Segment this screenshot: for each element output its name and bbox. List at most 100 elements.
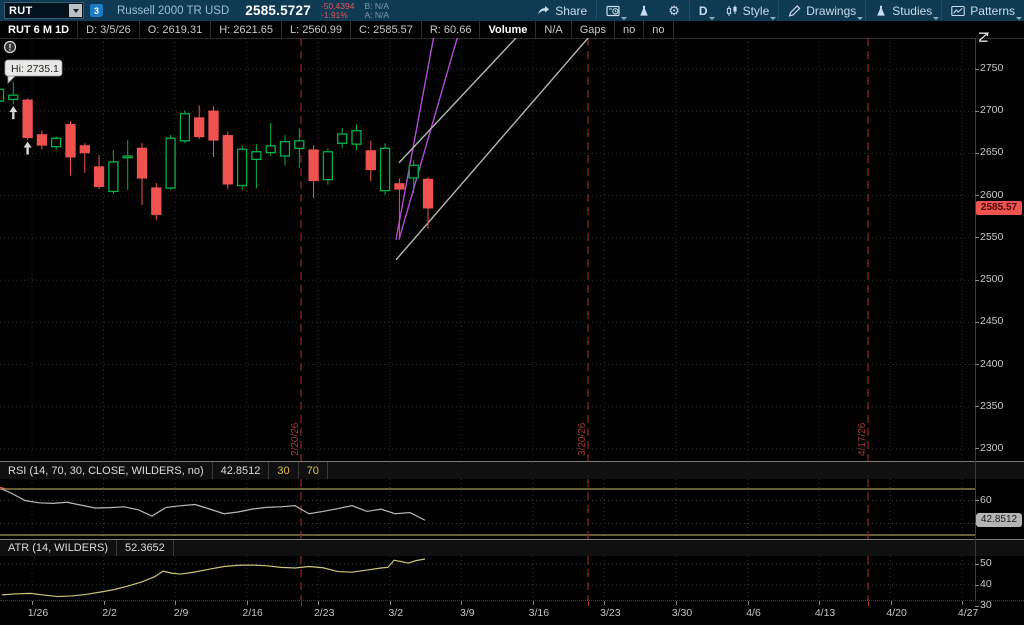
share-icon — [537, 5, 550, 16]
main-price-chart[interactable]: 2/20/26 3/20/26 4/17/26! Hi: 2735.1 — [0, 38, 1024, 461]
up-arrow-marker — [12, 112, 15, 120]
pencil-icon — [788, 4, 801, 17]
candle-body — [0, 88, 5, 102]
share-button[interactable]: Share — [528, 0, 596, 21]
price-axis-tick — [975, 195, 979, 197]
atr-axis-tick — [975, 563, 979, 565]
price-axis-label: 2700 — [980, 104, 1004, 117]
time-axis-label: 3/30 — [671, 607, 693, 619]
pane-splitter[interactable] — [0, 539, 1024, 540]
time-axis-tick — [246, 601, 248, 605]
rsi-axis-tick — [975, 500, 979, 501]
dropdown-caret — [933, 17, 940, 20]
price-axis-tick — [975, 110, 979, 112]
alert-icon — [3, 40, 17, 54]
candle-body — [122, 155, 133, 159]
time-axis-tick — [819, 601, 821, 605]
atr-study-header[interactable]: ATR (14, WILDERS) 52.3652 — [0, 540, 1024, 556]
time-axis-label: 4/27 — [957, 607, 979, 619]
patterns-button[interactable]: Patterns — [941, 0, 1024, 21]
price-axis-tick — [975, 364, 979, 366]
candle-body — [279, 140, 291, 157]
change-percent: -1.91% — [320, 9, 348, 20]
studies-button[interactable]: Studies — [865, 0, 941, 21]
bid-ask: B: N/A A: N/A — [364, 2, 389, 19]
atr-axis-label: 40 — [980, 578, 992, 590]
svg-text:!: ! — [9, 43, 12, 53]
candle-body — [408, 164, 419, 179]
time-axis-tick — [962, 601, 964, 605]
candle-body — [365, 150, 376, 171]
symbol-input[interactable]: RUT — [4, 2, 84, 19]
infobar-cell: R: 60.66 — [422, 21, 481, 38]
study-header-cell[interactable]: ATR (14, WILDERS) — [0, 540, 118, 556]
time-axis-tick — [32, 601, 33, 605]
candle-body — [308, 149, 319, 182]
style-button[interactable]: Style — [717, 0, 779, 21]
hi-flag — [4, 59, 63, 77]
study-header-cell[interactable]: 42.8512 — [213, 462, 270, 479]
infobar-cell: C: 2585.57 — [351, 21, 422, 38]
rsi-value-badge: 42.8512 — [976, 513, 1022, 528]
time-axis-tick — [532, 601, 534, 605]
calendar-events-button[interactable] — [596, 0, 629, 21]
timeframe-button[interactable]: D — [688, 0, 717, 21]
up-arrow-marker — [26, 147, 29, 155]
analysis-tools-button[interactable] — [629, 0, 659, 21]
candle-body — [36, 134, 48, 146]
time-axis-label: 2/23 — [313, 607, 335, 619]
candle-body — [337, 133, 348, 144]
infobar-cell: no — [644, 21, 674, 38]
axis-scale-icon[interactable] — [977, 31, 990, 43]
time-axis-label: 4/20 — [886, 607, 907, 619]
study-header-cell[interactable]: 70 — [299, 462, 328, 479]
atr-axis-tick — [975, 605, 979, 607]
up-arrow-marker — [9, 106, 18, 113]
hi-flag-label: Hi: 2735.1 — [11, 63, 59, 75]
price-axis-label: 2600 — [980, 188, 1004, 201]
candle-body — [8, 94, 19, 101]
price-axis-tick — [975, 406, 979, 408]
event-date-label: 4/17/26 — [857, 422, 868, 456]
dropdown-caret — [857, 17, 864, 20]
time-axis-tick — [675, 601, 677, 605]
time-axis[interactable]: 1/26 2/2 2/9 2/16 2/23 3/2 3/9 3/16 3/23 3/30 4/6 4… — [0, 600, 1024, 625]
study-header-cell[interactable]: 52.3652 — [117, 540, 174, 556]
price-axis-label: 2450 — [980, 315, 1004, 328]
symbol-dropdown-button[interactable] — [69, 4, 82, 17]
event-date-label: 3/20/26 — [577, 422, 588, 456]
rsi-axis-label: 60 — [980, 493, 992, 506]
atr-axis-label: 50 — [980, 557, 992, 569]
time-axis-label: 1/26 — [27, 607, 49, 619]
toolbar-right-group: Share ⚙ D — [528, 0, 1024, 21]
symbol-description: Russell 2000 TR USD — [117, 4, 230, 17]
rsi-study-header[interactable]: RSI (14, 70, 30, CLOSE, WILDERS, no) 42.8… — [0, 462, 1024, 479]
event-date-label: 2/20/26 — [290, 422, 301, 456]
candle-body — [251, 151, 262, 161]
study-header-cell[interactable]: RSI (14, 70, 30, CLOSE, WILDERS, no) — [0, 462, 213, 479]
timeframe-label: D — [698, 3, 708, 18]
atr-study-pane[interactable] — [0, 556, 1024, 600]
candle-body — [322, 151, 334, 181]
time-axis-tick — [389, 601, 391, 605]
axis-border — [975, 38, 976, 600]
price-axis-label: 2400 — [980, 357, 1004, 370]
infobar-cell: RUT 6 M 1D — [0, 21, 79, 38]
drawings-button[interactable]: Drawings — [778, 0, 865, 21]
rsi-study-pane[interactable] — [0, 479, 1024, 539]
patterns-icon — [951, 5, 966, 17]
price-change: -50.4394 -1.91% — [321, 2, 355, 19]
dropdown-caret — [1016, 17, 1022, 20]
price-axis-label: 2300 — [980, 441, 1004, 454]
candle-body — [351, 129, 362, 145]
pane-splitter[interactable] — [0, 461, 1024, 462]
flask-icon — [638, 5, 650, 17]
study-header-cell[interactable]: 30 — [269, 462, 299, 479]
price-axis-label: 2500 — [980, 273, 1004, 286]
time-axis-tick — [461, 601, 463, 605]
candle-body — [93, 166, 105, 188]
watchlist-link-badge[interactable]: 3 — [90, 4, 104, 18]
settings-button[interactable]: ⚙ — [659, 0, 689, 21]
time-axis-label: 4/13 — [814, 607, 836, 619]
rsi-line — [1, 488, 426, 521]
